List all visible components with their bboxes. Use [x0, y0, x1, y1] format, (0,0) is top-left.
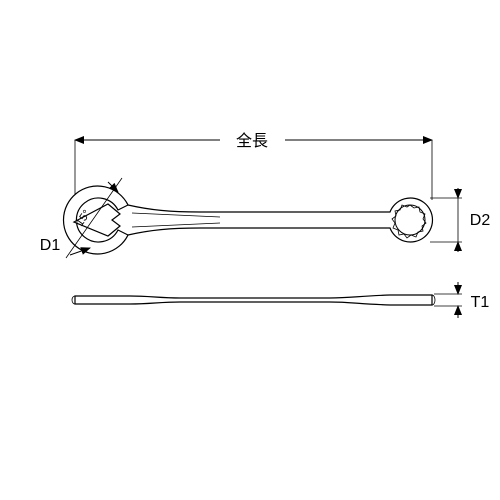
label-t1: T1	[471, 294, 490, 311]
dim-t1: T1	[434, 282, 489, 318]
dim-d2: D2	[430, 188, 490, 252]
wrench-side-view	[72, 295, 435, 305]
label-overall-length: 全長	[236, 132, 268, 150]
label-d1: D1	[40, 237, 61, 254]
wrench-top-view	[63, 186, 432, 254]
dim-overall-length: 全長	[75, 132, 432, 200]
label-d2: D2	[470, 212, 491, 229]
